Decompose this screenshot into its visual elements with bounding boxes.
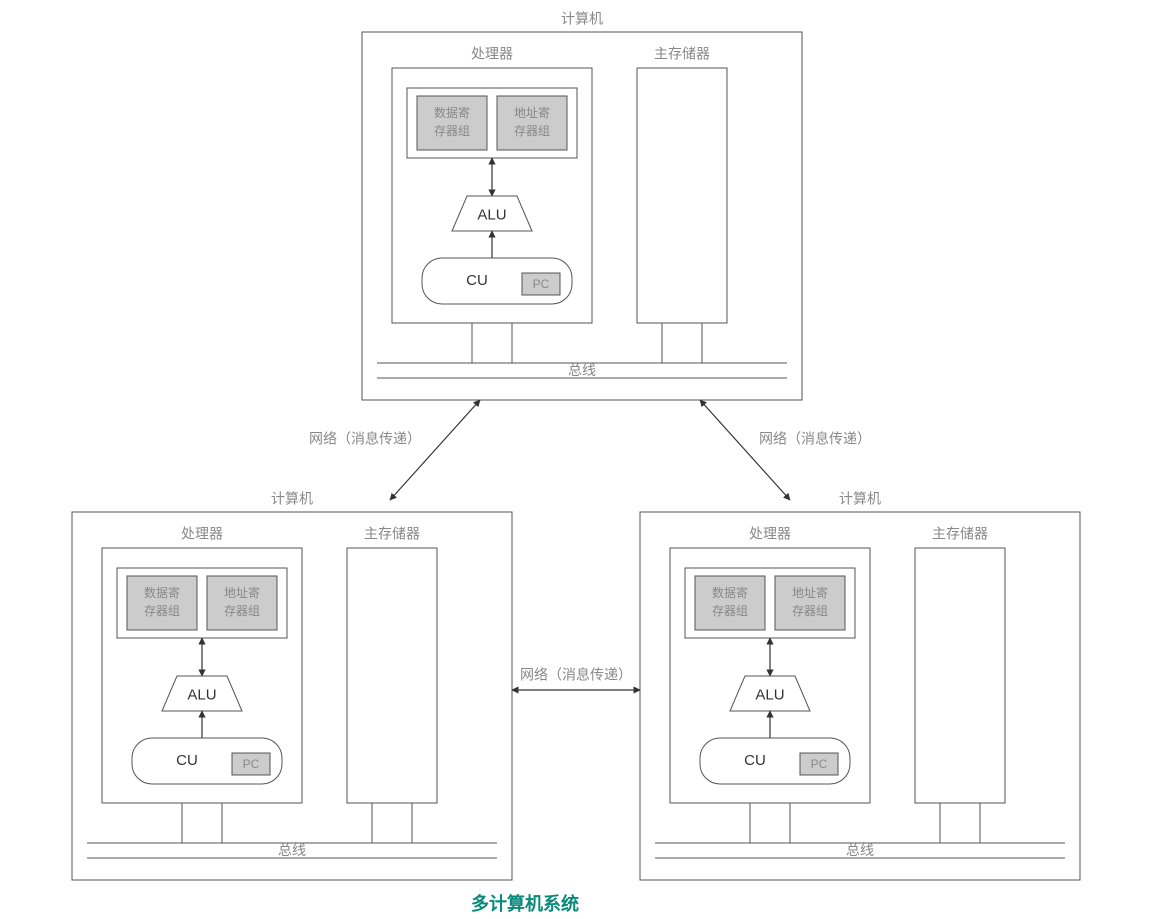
- addr-reg-box: 地址寄存器组: [207, 576, 277, 630]
- network-edge-label: 网络（消息传递）: [759, 431, 871, 447]
- svg-text:存器组: 存器组: [792, 604, 828, 618]
- main-memory-title: 主存储器: [654, 46, 710, 62]
- data-reg-box: 数据寄存器组: [695, 576, 765, 630]
- svg-text:数据寄: 数据寄: [144, 585, 180, 600]
- main-memory-box: [915, 548, 1005, 803]
- computer-node: 计算机处理器主存储器数据寄存器组地址寄存器组ALUCUPC总线: [362, 11, 802, 400]
- computer-title: 计算机: [271, 491, 313, 507]
- svg-text:存器组: 存器组: [434, 124, 470, 138]
- bus-label: 总线: [846, 842, 874, 858]
- svg-text:存器组: 存器组: [712, 604, 748, 618]
- computer-box: [72, 512, 512, 880]
- pc-label: PC: [533, 277, 550, 291]
- computer-title: 计算机: [839, 491, 881, 507]
- pc-label: PC: [811, 757, 828, 771]
- processor-title: 处理器: [181, 526, 223, 542]
- svg-text:存器组: 存器组: [224, 604, 260, 618]
- processor-title: 处理器: [749, 526, 791, 542]
- network-edge: [390, 400, 480, 500]
- network-edge: [700, 400, 790, 500]
- computer-box: [362, 32, 802, 400]
- computer-node: 计算机处理器主存储器数据寄存器组地址寄存器组ALUCUPC总线: [640, 491, 1080, 880]
- computer-node: 计算机处理器主存储器数据寄存器组地址寄存器组ALUCUPC总线: [72, 491, 512, 880]
- data-reg-box: 数据寄存器组: [127, 576, 197, 630]
- cu-label: CU: [744, 752, 766, 769]
- svg-text:地址寄: 地址寄: [514, 105, 550, 120]
- svg-text:数据寄: 数据寄: [712, 585, 748, 600]
- addr-reg-box: 地址寄存器组: [775, 576, 845, 630]
- svg-text:地址寄: 地址寄: [224, 585, 260, 600]
- cu-label: CU: [176, 752, 198, 769]
- svg-text:地址寄: 地址寄: [792, 585, 828, 600]
- bus-label: 总线: [278, 842, 306, 858]
- bus-label: 总线: [568, 362, 596, 378]
- pc-label: PC: [243, 757, 260, 771]
- alu-label: ALU: [187, 686, 216, 703]
- main-memory-title: 主存储器: [364, 526, 420, 542]
- cu-label: CU: [466, 272, 488, 289]
- network-edge-label: 网络（消息传递）: [520, 667, 632, 683]
- addr-reg-box: 地址寄存器组: [497, 96, 567, 150]
- network-edge-label: 网络（消息传递）: [309, 431, 421, 447]
- computer-box: [640, 512, 1080, 880]
- main-memory-box: [637, 68, 727, 323]
- processor-title: 处理器: [471, 46, 513, 62]
- main-memory-title: 主存储器: [932, 526, 988, 542]
- data-reg-box: 数据寄存器组: [417, 96, 487, 150]
- alu-label: ALU: [755, 686, 784, 703]
- svg-text:存器组: 存器组: [144, 604, 180, 618]
- alu-label: ALU: [477, 206, 506, 223]
- svg-text:数据寄: 数据寄: [434, 105, 470, 120]
- main-memory-box: [347, 548, 437, 803]
- diagram-title: 多计算机系统: [471, 893, 579, 914]
- computer-title: 计算机: [561, 11, 603, 27]
- svg-text:存器组: 存器组: [514, 124, 550, 138]
